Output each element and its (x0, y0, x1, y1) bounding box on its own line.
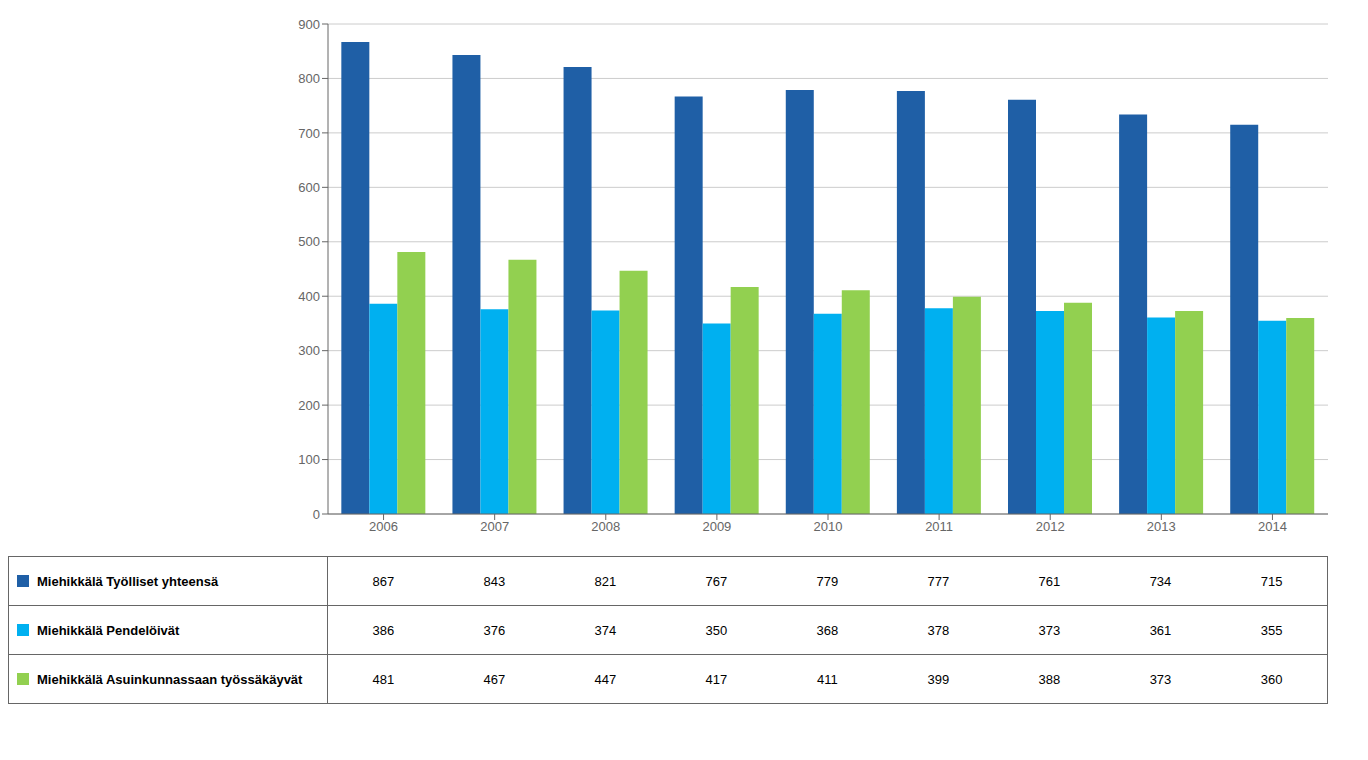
html-text:447: 447 (594, 671, 617, 687)
html-text:Miehikkälä Pendelöivät: Miehikkälä Pendelöivät (37, 622, 180, 638)
html-text:411: 411 (817, 671, 838, 687)
html-text:373: 373 (1149, 671, 1172, 687)
svg-text:2007: 2007 (480, 519, 509, 534)
html-text:Miehikkälä Asuinkunnassaan työ: Miehikkälä Asuinkunnassaan työssäkäyvät (37, 671, 303, 687)
html-text:360: 360 (1260, 671, 1283, 687)
html-text:417: 417 (705, 671, 728, 687)
html-text:779: 779 (816, 573, 839, 589)
html-text:Miehikkälä Työlliset yhteensä: Miehikkälä Työlliset yhteensä (37, 573, 219, 589)
svg-text:2008: 2008 (591, 519, 620, 534)
html-text:361: 361 (1149, 622, 1172, 638)
html-text:777: 777 (927, 573, 950, 589)
svg-text:500: 500 (298, 234, 320, 249)
html-text:843: 843 (483, 573, 506, 589)
html-text:867: 867 (372, 573, 395, 589)
svg-text:2009: 2009 (702, 519, 731, 534)
html-text:376: 376 (483, 622, 506, 638)
html-text:378: 378 (927, 622, 950, 638)
html-text:355: 355 (1260, 622, 1283, 638)
svg-text:200: 200 (298, 398, 320, 413)
html-text:388: 388 (1038, 671, 1061, 687)
html-text:374: 374 (594, 622, 617, 638)
svg-text:2013: 2013 (1147, 519, 1176, 534)
svg-text:0: 0 (313, 507, 320, 522)
html-text:368: 368 (816, 622, 839, 638)
html-text:373: 373 (1038, 622, 1061, 638)
html-text:386: 386 (372, 622, 395, 638)
html-text:767: 767 (705, 573, 728, 589)
html-text:821: 821 (594, 573, 617, 589)
svg-text:300: 300 (298, 343, 320, 358)
svg-text:900: 900 (298, 17, 320, 32)
svg-text:2014: 2014 (1258, 519, 1287, 534)
html-text:467: 467 (483, 671, 506, 687)
svg-text:2010: 2010 (814, 519, 843, 534)
svg-text:700: 700 (298, 126, 320, 141)
html-text:481: 481 (372, 671, 395, 687)
svg-text:2006: 2006 (369, 519, 398, 534)
html-text:715: 715 (1260, 573, 1283, 589)
svg-text:2012: 2012 (1036, 519, 1065, 534)
html-text:761: 761 (1038, 573, 1061, 589)
html-text:350: 350 (705, 622, 728, 638)
svg-text:2011: 2011 (925, 519, 953, 534)
svg-text:400: 400 (298, 289, 320, 304)
html-text:399: 399 (927, 671, 950, 687)
html-text:734: 734 (1149, 573, 1172, 589)
svg-text:800: 800 (298, 71, 320, 86)
svg-text:600: 600 (298, 180, 320, 195)
svg-text:100: 100 (298, 452, 320, 467)
